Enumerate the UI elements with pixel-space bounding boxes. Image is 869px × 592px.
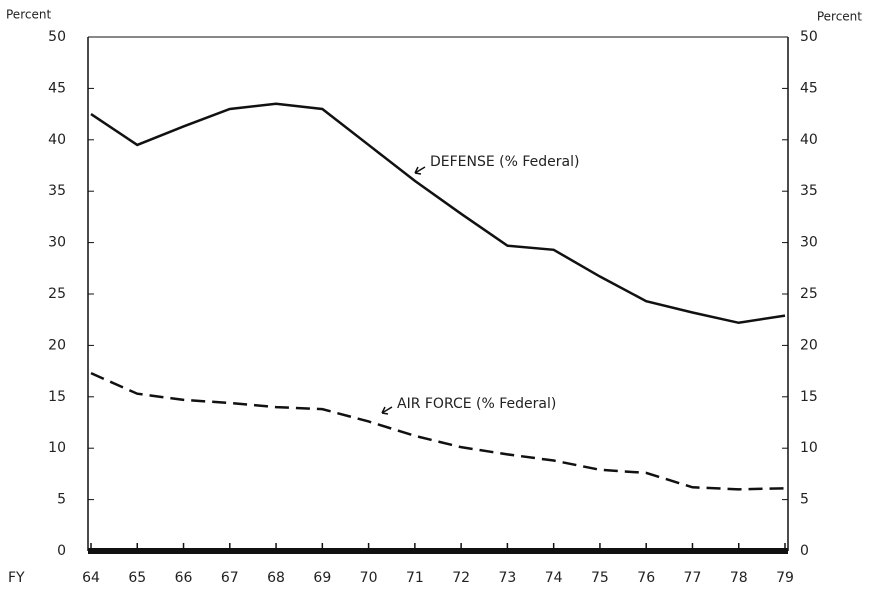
x-tick-label: 71 [406,570,424,586]
y2-tick-label: 10 [800,440,818,456]
y-axis-label: Percent [6,8,51,22]
x-tick-label: 65 [128,570,146,586]
y2-tick-label: 45 [800,80,818,96]
x-tick-label: 67 [221,570,239,586]
y-tick-label: 35 [48,183,66,199]
y-tick-label: 45 [48,80,66,96]
series-annotation: DEFENSE (% Federal) [430,154,579,170]
x-tick-label: 74 [545,570,563,586]
y2-tick-label: 40 [800,132,818,148]
y-tick-label: 20 [48,337,66,353]
y2-tick-label: 20 [800,337,818,353]
x-axis-label: FY [8,570,25,586]
x-tick-label: 78 [730,570,748,586]
y2-axis-label: Percent [817,10,862,24]
y2-tick-label: 30 [800,235,818,251]
annotation-arrow [381,406,393,415]
x-tick-label: 75 [591,570,609,586]
x-tick-label: 79 [776,570,794,586]
series-annotation: AIR FORCE (% Federal) [397,396,556,412]
annotation-arrow [414,166,426,175]
y2-tick-label: 50 [800,29,818,45]
y-tick-label: 10 [48,440,66,456]
y-tick-label: 5 [57,492,66,508]
series-line [90,372,786,491]
x-tick-label: 76 [637,570,655,586]
series-line [90,102,786,325]
x-tick-label: 66 [175,570,193,586]
x-tick-label: 73 [498,570,516,586]
y2-tick-label: 35 [800,183,818,199]
y-tick-label: 50 [48,29,66,45]
y-tick-label: 15 [48,389,66,405]
x-tick-label: 77 [684,570,702,586]
y-tick-label: 40 [48,132,66,148]
y2-tick-label: 5 [800,492,809,508]
y2-tick-label: 25 [800,286,818,302]
x-tick-label: 68 [267,570,285,586]
x-tick-label: 72 [452,570,470,586]
y-tick-label: 25 [48,286,66,302]
x-tick-label: 69 [313,570,331,586]
y-tick-label: 30 [48,235,66,251]
x-tick-label: 70 [360,570,378,586]
y2-tick-label: 0 [800,543,809,559]
x-tick-label: 64 [82,570,100,586]
y-tick-label: 0 [57,543,66,559]
y2-tick-label: 15 [800,389,818,405]
